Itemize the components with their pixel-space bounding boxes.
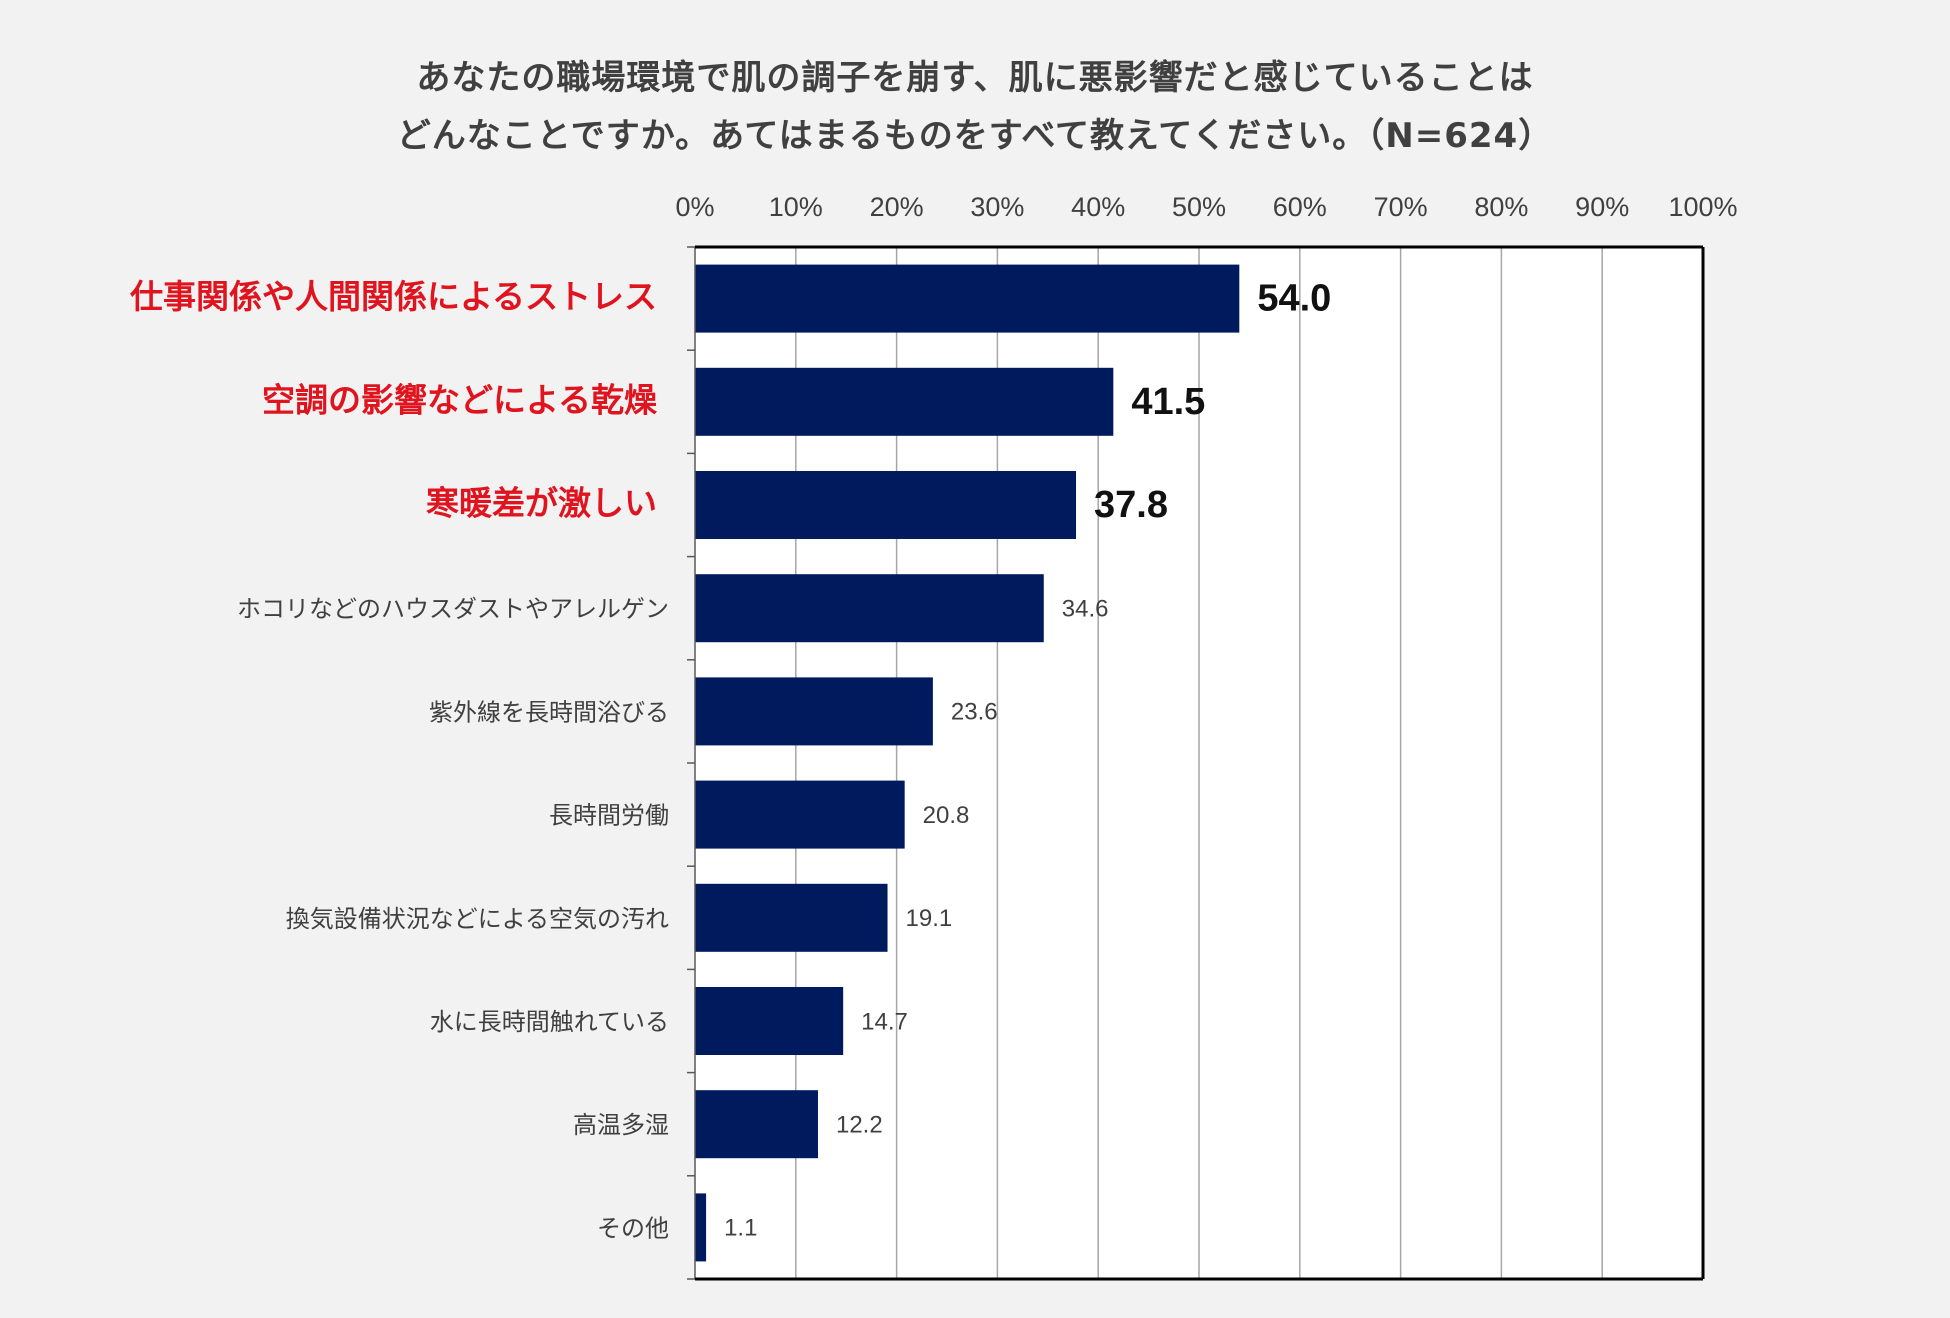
- x-tick-label: 10%: [769, 192, 823, 222]
- value-label: 19.1: [906, 905, 953, 932]
- value-label: 14.7: [861, 1008, 908, 1035]
- bar: [695, 677, 933, 746]
- category-label: 紫外線を長時間浴びる: [429, 698, 669, 726]
- x-tick-label: 70%: [1374, 192, 1428, 222]
- value-label: 34.6: [1062, 596, 1109, 623]
- x-tick-label: 60%: [1273, 192, 1327, 222]
- category-label: 空調の影響などによる乾燥: [262, 380, 658, 419]
- category-label: 長時間労働: [549, 802, 669, 830]
- chart-title-line-2: どんなことですか。あてはまるものをすべて教えてください。（N=624）: [396, 116, 1554, 156]
- value-label: 23.6: [951, 699, 998, 726]
- bar: [695, 780, 905, 849]
- bar: [695, 987, 844, 1055]
- category-label: ホコリなどのハウスダストやアレルゲン: [237, 595, 669, 623]
- value-label: 54.0: [1257, 278, 1331, 320]
- bar: [695, 1090, 818, 1159]
- category-label: 高温多湿: [573, 1111, 669, 1139]
- bar: [695, 367, 1114, 436]
- bar: [695, 1193, 707, 1262]
- x-tick-label: 100%: [1668, 192, 1737, 222]
- x-tick-label: 80%: [1474, 192, 1528, 222]
- bar: [695, 574, 1044, 643]
- x-tick-label: 0%: [675, 192, 714, 222]
- bar: [695, 471, 1077, 539]
- value-label: 1.1: [724, 1215, 757, 1242]
- category-label: 換気設備状況などによる空気の汚れ: [286, 905, 669, 933]
- category-label: 水に長時間触れている: [430, 1008, 669, 1036]
- x-tick-label: 40%: [1071, 192, 1125, 222]
- x-tick-label: 20%: [870, 192, 924, 222]
- bar: [695, 264, 1240, 333]
- category-label: その他: [597, 1214, 669, 1242]
- value-label: 20.8: [923, 802, 970, 829]
- x-tick-label: 30%: [970, 192, 1024, 222]
- x-tick-label: 50%: [1172, 192, 1226, 222]
- x-tick-label: 90%: [1575, 192, 1629, 222]
- bar: [695, 883, 888, 952]
- category-label: 寒暖差が激しい: [426, 484, 657, 523]
- value-label: 37.8: [1094, 484, 1168, 526]
- chart-title-line-1: あなたの職場環境で肌の調子を崩す、肌に悪影響だと感じていることは: [416, 58, 1534, 98]
- value-label: 41.5: [1131, 381, 1205, 423]
- value-label: 12.2: [836, 1112, 883, 1139]
- category-label: 仕事関係や人間関係によるストレス: [130, 277, 657, 316]
